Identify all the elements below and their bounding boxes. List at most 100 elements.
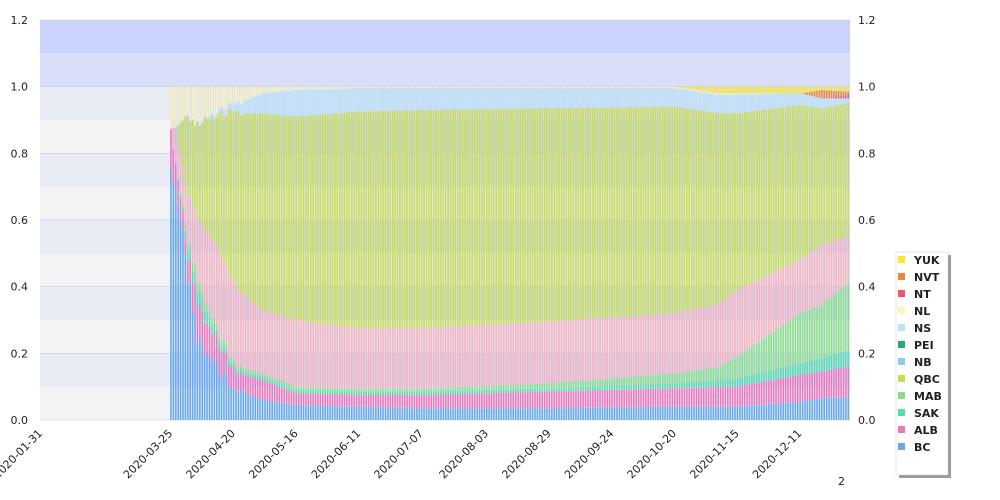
bar-segment-ns bbox=[384, 88, 387, 111]
bar-segment-alb bbox=[394, 395, 396, 408]
bar-segment-yuk bbox=[760, 86, 763, 94]
bar-segment-bc bbox=[406, 407, 408, 420]
bar-segment-alb bbox=[608, 390, 611, 408]
bar-segment-mab bbox=[220, 341, 223, 348]
bar-segment-alb bbox=[825, 370, 828, 399]
corner-label: 2 bbox=[838, 475, 845, 488]
bar-segment-ont bbox=[363, 328, 365, 389]
bar-segment-qbc bbox=[396, 110, 399, 329]
bar-segment-nl bbox=[664, 86, 666, 89]
bar-segment-ns bbox=[674, 88, 676, 107]
bar-segment-ns bbox=[758, 94, 760, 111]
bar-segment-sak bbox=[461, 390, 464, 394]
bar-segment-ns bbox=[372, 88, 375, 112]
bar-segment-bc bbox=[201, 343, 204, 420]
bar-segment-nl bbox=[642, 86, 645, 89]
bar-segment-qbc bbox=[254, 113, 257, 304]
bar-segment-sak bbox=[425, 391, 428, 395]
bar-segment-ont bbox=[541, 322, 543, 384]
bar-segment-nl bbox=[698, 90, 700, 93]
bar-segment-qbc bbox=[411, 110, 413, 329]
bar-segment-bc bbox=[580, 407, 582, 420]
bar-segment-qbc bbox=[428, 109, 430, 328]
bar-segment-alb bbox=[360, 395, 363, 407]
bar-segment-qbc bbox=[618, 107, 621, 318]
bar-segment-qbc bbox=[488, 109, 490, 325]
bar-segment-sak bbox=[259, 376, 261, 380]
bar-segment-sak bbox=[208, 317, 211, 327]
bar-segment-sak bbox=[845, 350, 847, 368]
bar-segment-alb bbox=[399, 395, 401, 408]
bar-segment-alb bbox=[647, 389, 650, 408]
bar-segment-sak bbox=[575, 387, 577, 391]
bar-segment-bc bbox=[563, 408, 565, 420]
bar-segment-mab bbox=[642, 375, 645, 385]
bar-segment-qbc bbox=[613, 107, 616, 318]
bar-segment-sak bbox=[601, 386, 604, 391]
bar-segment-qbc bbox=[290, 116, 293, 319]
bar-segment-qbc bbox=[324, 114, 326, 324]
bar-segment-qbc bbox=[194, 125, 196, 210]
bar-segment-nl bbox=[445, 86, 447, 89]
bar-segment-qbc bbox=[833, 106, 835, 242]
bar-segment-nl bbox=[596, 86, 599, 89]
bar-segment-sak bbox=[560, 387, 563, 392]
bar-segment-sak bbox=[577, 387, 580, 391]
bar-segment-ns bbox=[490, 88, 493, 110]
bar-segment-ont bbox=[457, 326, 459, 387]
bar-segment-sak bbox=[297, 390, 300, 394]
bar-segment-mab bbox=[693, 370, 695, 383]
bar-segment-ns bbox=[567, 88, 570, 109]
bar-segment-ns bbox=[707, 93, 710, 112]
bar-segment-alb bbox=[833, 369, 835, 398]
bar-segment-ns bbox=[317, 89, 319, 115]
bar-segment-sak bbox=[707, 381, 710, 388]
bar-segment-sak bbox=[367, 391, 370, 395]
bar-segment-yuk bbox=[712, 86, 715, 93]
bar-segment-alb bbox=[256, 378, 259, 398]
bar-segment-nl bbox=[543, 86, 546, 89]
bar-segment-qbc bbox=[637, 107, 640, 316]
bar-segment-ns bbox=[792, 93, 794, 106]
bar-segment-mab bbox=[281, 380, 283, 385]
y-tick-label-left: 1.0 bbox=[11, 81, 29, 94]
bar-segment-mab bbox=[717, 367, 719, 381]
bar-segment-nl bbox=[654, 86, 657, 89]
bar-segment-bc bbox=[413, 408, 416, 420]
bar-segment-qbc bbox=[471, 109, 474, 326]
bar-segment-mab bbox=[712, 367, 715, 381]
bar-segment-mab bbox=[777, 328, 780, 369]
bar-segment-nl bbox=[319, 86, 322, 90]
bar-segment-qbc bbox=[770, 108, 772, 274]
bar-segment-alb bbox=[548, 391, 551, 409]
bar-segment-alb bbox=[196, 308, 199, 345]
bar-segment-bc bbox=[228, 387, 230, 420]
bar-segment-qbc bbox=[191, 119, 194, 207]
bar-segment-yuk bbox=[724, 86, 727, 94]
bar-segment-alb bbox=[471, 393, 474, 409]
bar-segment-sak bbox=[830, 355, 833, 370]
bar-segment-yuk bbox=[784, 86, 787, 94]
bar-segment-ont bbox=[606, 317, 609, 379]
bar-segment-mab bbox=[247, 369, 249, 373]
bar-segment-mab bbox=[249, 370, 252, 374]
bar-segment-nl bbox=[199, 86, 201, 126]
legend-swatch-yuk bbox=[898, 256, 905, 263]
bar-segment-qbc bbox=[423, 109, 425, 329]
bar-segment-yuk bbox=[741, 86, 744, 94]
bar-segment-alb bbox=[811, 373, 813, 400]
bar-segment-ont bbox=[524, 322, 527, 385]
bar-segment-qbc bbox=[391, 110, 394, 329]
bar-segment-yuk bbox=[772, 86, 775, 94]
bar-segment-alb bbox=[430, 394, 433, 409]
bar-segment-ns bbox=[423, 88, 425, 110]
bar-segment-mab bbox=[382, 388, 384, 392]
bar-segment-bc bbox=[348, 406, 351, 420]
bar-segment-qbc bbox=[182, 120, 184, 167]
bar-segment-ont bbox=[365, 328, 367, 389]
bar-segment-ont bbox=[230, 277, 232, 359]
bar-segment-qbc bbox=[273, 114, 276, 314]
bar-segment-ns bbox=[300, 89, 302, 117]
bar-segment-qbc bbox=[782, 107, 785, 269]
bar-segment-ont bbox=[799, 260, 801, 314]
